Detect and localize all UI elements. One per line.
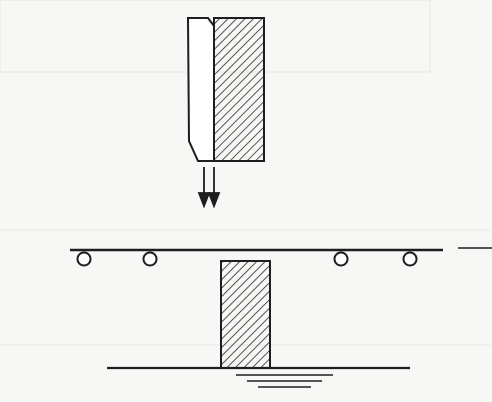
arrow-left-head: [197, 192, 211, 209]
upper-blade-hatched-body: [213, 17, 265, 162]
base-ground: [107, 366, 410, 388]
upper-blade-clamp: [186, 17, 215, 162]
roller-1: [76, 251, 92, 267]
upper-blade: [186, 17, 265, 162]
lower-die-block: [220, 260, 271, 369]
roller-2: [142, 251, 158, 267]
motion-arrows: [197, 167, 221, 209]
arrow-right-head: [207, 192, 221, 209]
roller-3: [333, 251, 349, 267]
roller-track: [70, 247, 492, 267]
roller-4: [402, 251, 418, 267]
